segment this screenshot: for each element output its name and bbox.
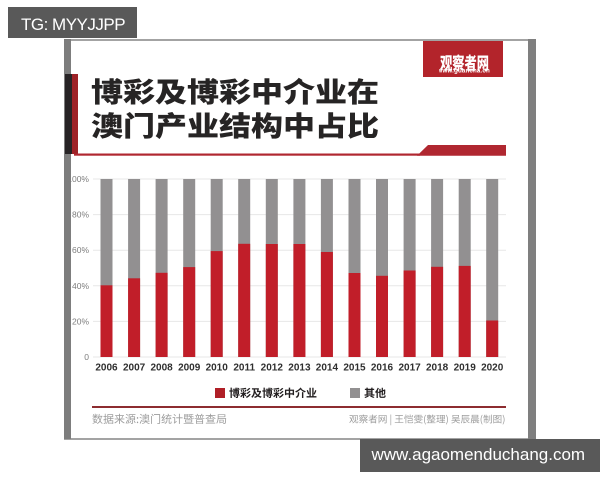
svg-text:2018: 2018 bbox=[426, 363, 449, 374]
svg-text:2019: 2019 bbox=[454, 363, 477, 374]
svg-text:2014: 2014 bbox=[316, 363, 339, 374]
svg-text:2016: 2016 bbox=[371, 363, 394, 374]
svg-text:40%: 40% bbox=[72, 281, 89, 291]
svg-text:2015: 2015 bbox=[343, 363, 366, 374]
svg-text:2020: 2020 bbox=[481, 363, 504, 374]
svg-text:2017: 2017 bbox=[398, 363, 421, 374]
svg-text:2013: 2013 bbox=[288, 363, 311, 374]
svg-text:2011: 2011 bbox=[233, 363, 255, 374]
svg-text:2007: 2007 bbox=[123, 363, 146, 374]
svg-text:80%: 80% bbox=[72, 210, 89, 220]
svg-text:2006: 2006 bbox=[95, 363, 118, 374]
svg-text:2009: 2009 bbox=[178, 363, 201, 374]
svg-text:20%: 20% bbox=[72, 316, 89, 326]
svg-text:2012: 2012 bbox=[261, 363, 284, 374]
svg-text:www.guancha.cn: www.guancha.cn bbox=[439, 68, 490, 75]
svg-text:2008: 2008 bbox=[150, 363, 173, 374]
svg-text:60%: 60% bbox=[72, 245, 89, 255]
svg-text:2010: 2010 bbox=[206, 363, 229, 374]
svg-text:0: 0 bbox=[84, 352, 89, 362]
svg-text:100%: 100% bbox=[67, 174, 89, 184]
